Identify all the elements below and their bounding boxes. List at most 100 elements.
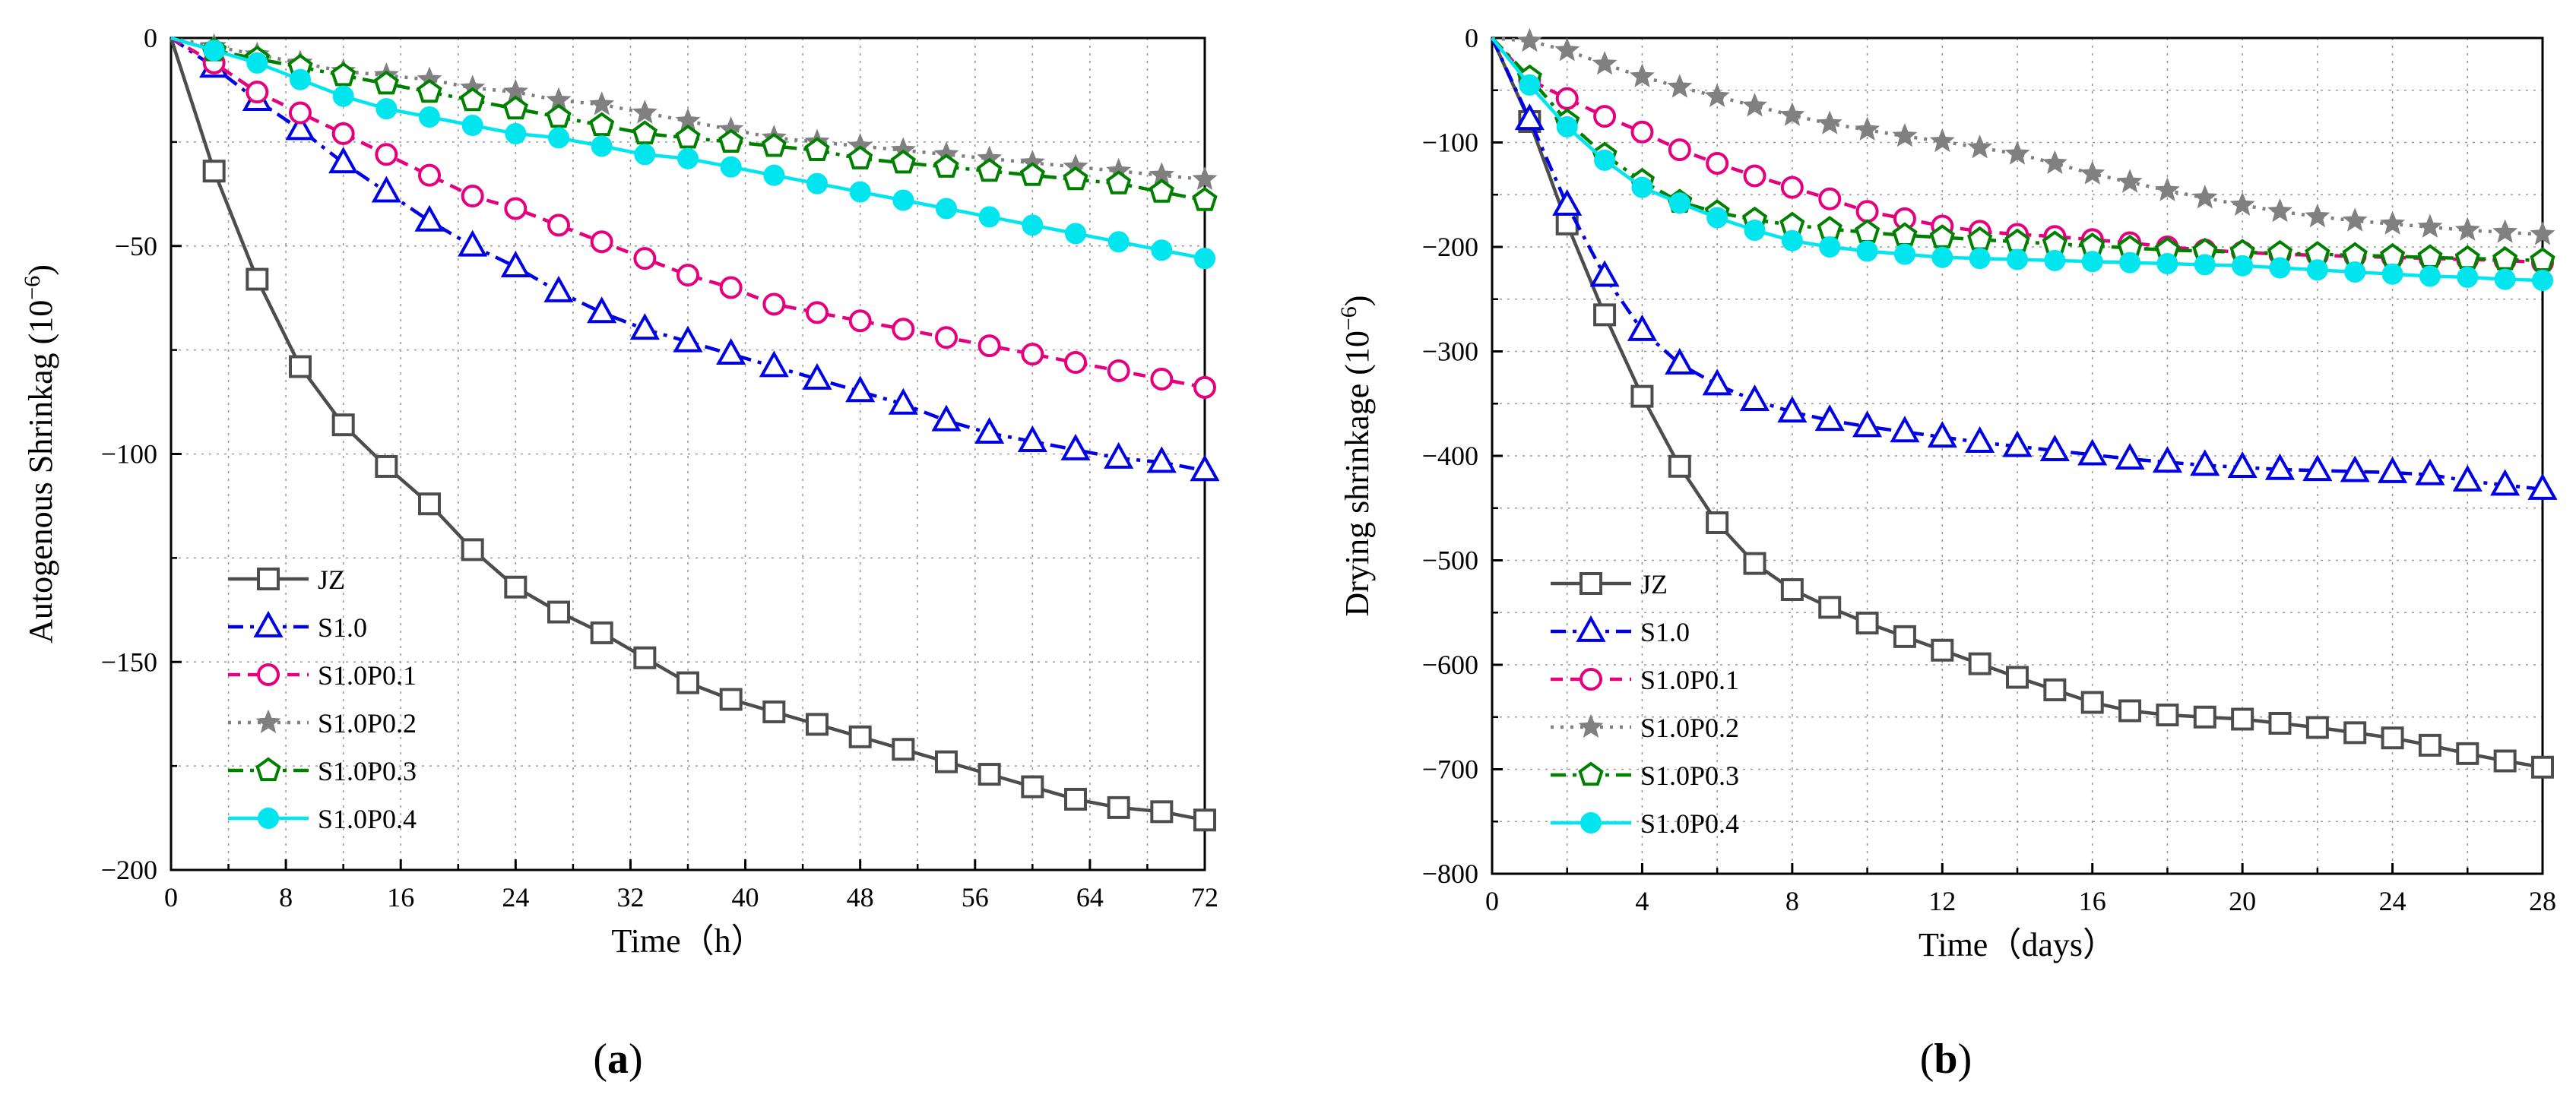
panel-a-data-point-s1-0p0-3 xyxy=(718,128,744,153)
panel-b-y-tick-label: −100 xyxy=(1422,128,1478,158)
panel-b-data-point-jz xyxy=(1818,596,1842,619)
panel-b-data-point-s1-0p0-2 xyxy=(2267,198,2292,223)
panel-a-data-point-jz xyxy=(762,700,786,723)
panel-a-data-point-s1-0 xyxy=(845,375,876,403)
panel-a-data-point-s1-0p0-3 xyxy=(933,153,959,178)
panel-b-data-point-s1-0p0-3 xyxy=(2492,246,2518,270)
panel-a-data-point-jz xyxy=(504,575,528,599)
panel-a-data-point-s1-0p0-1 xyxy=(892,318,915,341)
panel-a-data-point-jz xyxy=(1107,795,1130,819)
panel-b-data-point-jz xyxy=(2080,691,2104,714)
panel-a-data-point-jz xyxy=(977,763,1001,786)
panel-a-data-point-s1-0p0-2 xyxy=(1192,166,1218,191)
panel-b-data-point-s1-0p0-3 xyxy=(2379,242,2406,267)
panel-a-data-point-s1-0p0-4 xyxy=(505,122,527,144)
panel-a-data-point-s1-0p0-3 xyxy=(1149,179,1174,203)
panel-b-data-point-s1-0 xyxy=(2452,464,2483,492)
panel-b-data-point-s1-0p0-1 xyxy=(1630,120,1654,144)
panel-a-data-point-s1-0p0-1 xyxy=(935,326,958,349)
panel-a-label: (a) xyxy=(593,1036,642,1083)
panel-a-data-point-s1-0p0-1 xyxy=(806,301,829,324)
panel-a-x-tick-label: 0 xyxy=(164,882,178,912)
panel-b-data-point-s1-0p0-4 xyxy=(1706,207,1728,229)
panel-b-data-point-jz xyxy=(2156,704,2179,726)
panel-b-legend-entry: S1.0P0.4 xyxy=(1551,808,1739,839)
panel-b-data-point-s1-0p0-4 xyxy=(1819,236,1841,258)
panel-a-data-point-s1-0p0-4 xyxy=(936,198,957,220)
panel-a-data-point-s1-0p0-3 xyxy=(502,95,528,120)
panel-b-data-point-s1-0 xyxy=(2039,435,2070,462)
panel-a-data-point-jz xyxy=(1150,800,1174,824)
panel-a-data-point-jz xyxy=(848,725,872,748)
panel-b-data-point-s1-0p0-4 xyxy=(1556,115,1578,138)
panel-b-data-point-s1-0 xyxy=(2227,451,2258,479)
panel-a-data-point-s1-0p0-3 xyxy=(460,87,486,112)
panel-b-data-point-s1-0p0-1 xyxy=(1818,187,1842,210)
panel-a-data-point-s1-0p0-3 xyxy=(546,103,572,128)
panel-b-data-point-s1-0p0-2 xyxy=(1742,93,1767,117)
panel-b-data-point-jz xyxy=(2531,755,2554,779)
panel-a-data-point-s1-0p0-4 xyxy=(1151,239,1173,261)
panel-a-data-point-jz xyxy=(1064,787,1087,811)
panel-b-data-point-s1-0p0-4 xyxy=(2081,251,2103,273)
panel-a-data-point-s1-0p0-1 xyxy=(848,309,872,333)
panel-a-data-point-jz xyxy=(892,738,915,761)
panel-b-data-point-s1-0p0-4 xyxy=(2306,259,2328,281)
panel-b-data-point-s1-0 xyxy=(1589,260,1620,287)
panel-b-data-point-jz xyxy=(1668,454,1691,478)
panel-b-data-point-s1-0p0-4 xyxy=(2344,261,2366,283)
panel-a-x-tick-label: 72 xyxy=(1191,882,1218,912)
panel-a-data-point-s1-0p0-4 xyxy=(1065,223,1086,245)
panel-b-data-point-s1-0p0-2 xyxy=(1629,63,1655,87)
panel-a-series-jz xyxy=(169,37,1216,832)
panel-a-data-point-s1-0p0-3 xyxy=(1192,187,1218,211)
panel-b-data-point-s1-0p0-2 xyxy=(1779,102,1805,126)
panel-b-data-point-s1-0p0-2 xyxy=(2080,160,2105,185)
panel-b-series-s1-0p0-4 xyxy=(1491,36,2553,291)
panel-b-data-point-s1-0p0-2 xyxy=(2530,221,2555,245)
panel-b-data-point-jz xyxy=(1855,612,1879,634)
panel-a-x-tick-label: 8 xyxy=(279,882,293,912)
panel-b-legend-marker xyxy=(1576,615,1606,642)
panel-b-data-point-s1-0 xyxy=(2340,455,2370,482)
panel-b-series-line-s1-0p0-1 xyxy=(1491,36,2543,264)
panel-a-legend-entry: S1.0P0.3 xyxy=(228,756,417,786)
panel-b-data-point-s1-0 xyxy=(2077,438,2108,466)
panel-b-label: (b) xyxy=(1920,1036,1972,1083)
panel-a-legend-label: S1.0 xyxy=(318,612,367,643)
panel-a-data-point-s1-0p0-4 xyxy=(978,206,1000,228)
panel-a-data-point-s1-0p0-4 xyxy=(892,189,914,211)
panel-a-data-point-s1-0p0-1 xyxy=(504,197,528,220)
panel-a-data-point-jz xyxy=(461,538,484,561)
panel-b-data-point-s1-0 xyxy=(1814,404,1845,432)
panel-b-data-point-s1-0p0-4 xyxy=(2269,257,2291,279)
panel-a-data-point-s1-0p0-4 xyxy=(720,156,742,178)
panel-a-data-point-s1-0p0-1 xyxy=(1021,343,1044,366)
panel-a-legend-marker xyxy=(255,757,281,782)
panel-a-data-point-s1-0p0-2 xyxy=(632,100,657,124)
panel-a-data-point-s1-0 xyxy=(802,362,832,390)
panel-b-data-point-s1-0 xyxy=(1965,426,1995,454)
panel-b-x-tick-label: 28 xyxy=(2529,886,2556,916)
panel-b-data-point-jz xyxy=(2493,749,2517,773)
panel-b-data-point-s1-0p0-4 xyxy=(2044,249,2066,271)
panel-b-legend-entry: S1.0P0.2 xyxy=(1551,713,1739,743)
panel-a-data-point-s1-0 xyxy=(629,313,660,340)
panel-a-x-tick-label: 24 xyxy=(502,882,529,912)
panel-a-data-point-s1-0p0-1 xyxy=(977,334,1001,358)
panel-a-data-point-s1-0p0-4 xyxy=(461,114,483,136)
panel-b-data-point-jz xyxy=(2193,705,2216,729)
panel-a-data-point-jz xyxy=(1193,808,1216,832)
panel-b-legend-marker xyxy=(1580,572,1602,595)
panel-b-data-point-s1-0p0-2 xyxy=(2154,177,2180,201)
panel-a-legend-entry: JZ xyxy=(228,565,345,595)
panel-a-legend-label: JZ xyxy=(318,565,345,595)
panel-b-legend: JZ S1.0 S1.0P0.1 S1.0P0.2 S1.0P0.3 S1.0P0.4 xyxy=(1551,569,1739,839)
panel-a-data-point-s1-0p0-1 xyxy=(375,143,398,166)
panel-b-data-point-s1-0 xyxy=(1702,368,1732,396)
panel-a-series-s1-0 xyxy=(170,36,1220,482)
panel-b-data-point-s1-0p0-2 xyxy=(2454,217,2480,241)
panel-b-legend-label: JZ xyxy=(1640,569,1668,599)
panel-b-data-point-s1-0p0-1 xyxy=(1780,176,1804,199)
panel-b-data-point-s1-0p0-4 xyxy=(2457,266,2479,288)
